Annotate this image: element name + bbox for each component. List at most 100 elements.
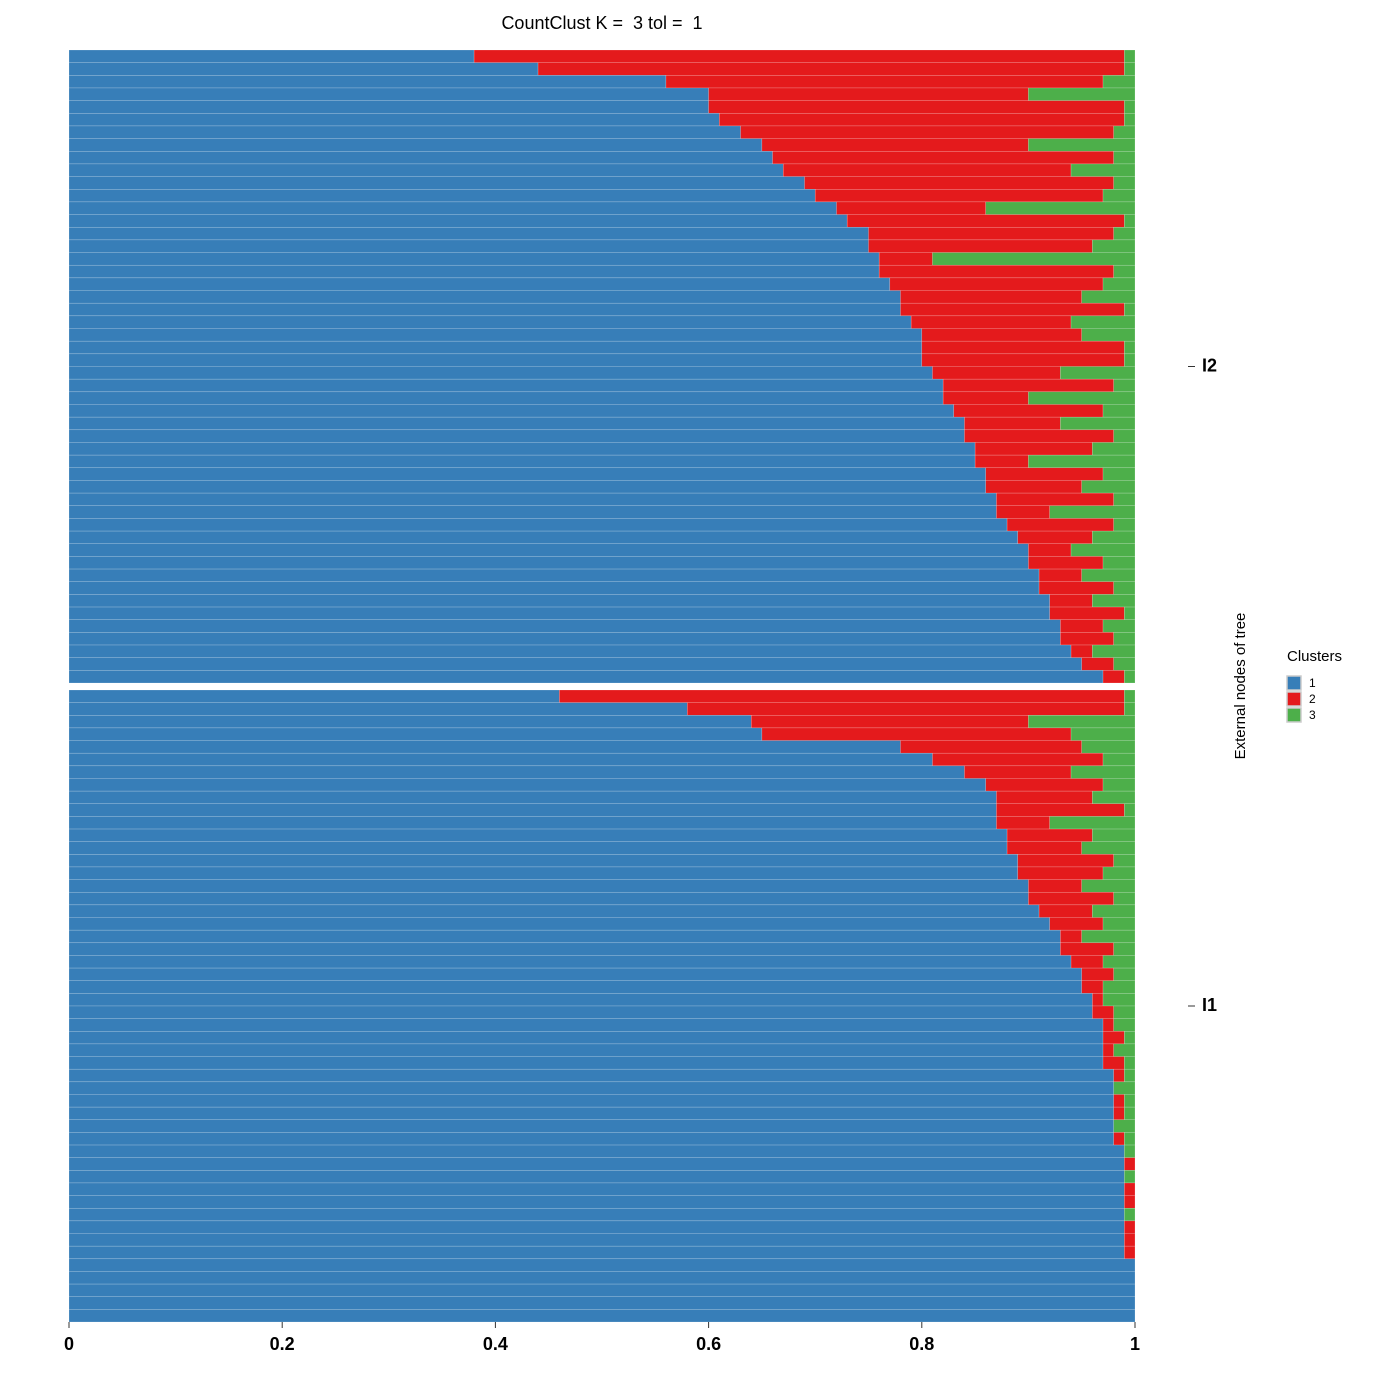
bar-segment (1113, 1068, 1125, 1083)
bar-segment (68, 828, 1008, 842)
bar-segment (1049, 917, 1104, 931)
bar-segment (1113, 1043, 1136, 1057)
bar-segment (68, 632, 1061, 646)
bar-segment (1070, 644, 1093, 658)
bar-segment (1113, 1132, 1125, 1146)
bar-segment (1124, 606, 1136, 620)
bar-segment (1102, 619, 1136, 633)
bar-segment (1102, 778, 1136, 792)
panel-label: I1 (1202, 995, 1217, 1015)
bar-segment (68, 980, 1082, 994)
bar-segment (996, 816, 1050, 830)
bar-segment (804, 176, 1114, 190)
bar-segment (1038, 568, 1082, 582)
bar-segment (68, 87, 709, 101)
bar-segment (1124, 340, 1136, 355)
bar-segment (68, 75, 667, 89)
bar-segment (1102, 189, 1136, 203)
bar-segment (68, 1119, 1114, 1133)
bar-segment (1028, 454, 1136, 469)
bar-segment (1124, 1207, 1136, 1222)
bar-segment (68, 1144, 1125, 1158)
bar-segment (68, 689, 560, 703)
bar-segment (1113, 1094, 1125, 1108)
bar-segment (1124, 49, 1136, 63)
bar-segment (1081, 480, 1136, 494)
bar-segment (1102, 277, 1136, 291)
bar-segment (1028, 715, 1136, 729)
bar-segment (1081, 568, 1136, 582)
bar-segment (761, 727, 1072, 741)
bar-segment (772, 151, 1114, 165)
bar-segment (1081, 980, 1104, 994)
bar-segment (68, 657, 1082, 671)
bar-segment (68, 404, 955, 418)
bar-segment (68, 340, 923, 355)
bar-segment (68, 176, 805, 190)
bar-segment (1113, 967, 1136, 981)
bar-segment (782, 163, 1072, 177)
bar-segment (761, 138, 1029, 152)
bar-segment (1113, 378, 1136, 393)
bar-segment (900, 302, 1125, 317)
bar-segment (68, 201, 837, 215)
bar-segment (68, 49, 475, 63)
bar-segment (1124, 1094, 1136, 1108)
bar-segment (1102, 75, 1136, 89)
bar-segment (921, 353, 1125, 367)
bar-segment (1060, 366, 1136, 380)
bar-segment (1081, 879, 1136, 893)
bar-segment (559, 689, 1125, 703)
bar-segment (68, 929, 1061, 944)
bar-segment (68, 727, 763, 741)
bar-segment (1124, 100, 1136, 114)
bar-segment (68, 1296, 1136, 1310)
bar-segment (900, 290, 1082, 304)
bar-segment (1113, 942, 1136, 956)
bar-segment (68, 1258, 1136, 1272)
bar-segment (665, 75, 1104, 89)
bar-segment (1092, 644, 1136, 658)
bar-segment (68, 594, 1050, 608)
bar-segment (68, 264, 880, 279)
bar-segment (1060, 619, 1104, 633)
bar-segment (1060, 416, 1136, 431)
bar-segment (1124, 113, 1136, 127)
bar-segment (68, 1220, 1125, 1234)
bar-segment (1113, 518, 1136, 532)
bar-segment (1124, 1182, 1136, 1196)
bar-segment (953, 404, 1104, 418)
x-tick-label: 0.2 (270, 1334, 295, 1354)
bar-segment (68, 619, 1061, 633)
bar-segment (1070, 765, 1136, 779)
bar-segment (1028, 879, 1082, 893)
bar-segment (68, 492, 997, 507)
bar-segment (1124, 1195, 1136, 1209)
bar-segment (1038, 904, 1093, 918)
bar-segment (68, 480, 987, 494)
bar-segment (68, 226, 869, 241)
bar-segment (68, 454, 976, 469)
chart-title: CountClust K = 3 tol = 1 (501, 13, 702, 33)
bar-segment (1092, 442, 1136, 456)
bar-segment (740, 125, 1114, 139)
bar-segment (68, 816, 997, 830)
bar-segment (942, 391, 1029, 405)
bar-segment (68, 543, 1029, 557)
bar-segment (68, 854, 1018, 868)
bar-segment (1028, 138, 1136, 152)
bar-segment (1124, 302, 1136, 317)
bar-segment (68, 467, 987, 481)
legend-label: 1 (1309, 676, 1316, 690)
bar-segment (910, 315, 1072, 329)
bar-segment (878, 264, 1114, 279)
bar-segment (68, 1106, 1114, 1121)
bar-segment (921, 328, 1082, 342)
bar-segment (1102, 752, 1136, 767)
bar-segment (68, 1170, 1125, 1184)
bar-segment (996, 492, 1114, 507)
bar-segment (985, 778, 1104, 792)
bar-segment (68, 904, 1040, 918)
bar-segment (1017, 530, 1093, 544)
bar-segment (900, 740, 1082, 754)
